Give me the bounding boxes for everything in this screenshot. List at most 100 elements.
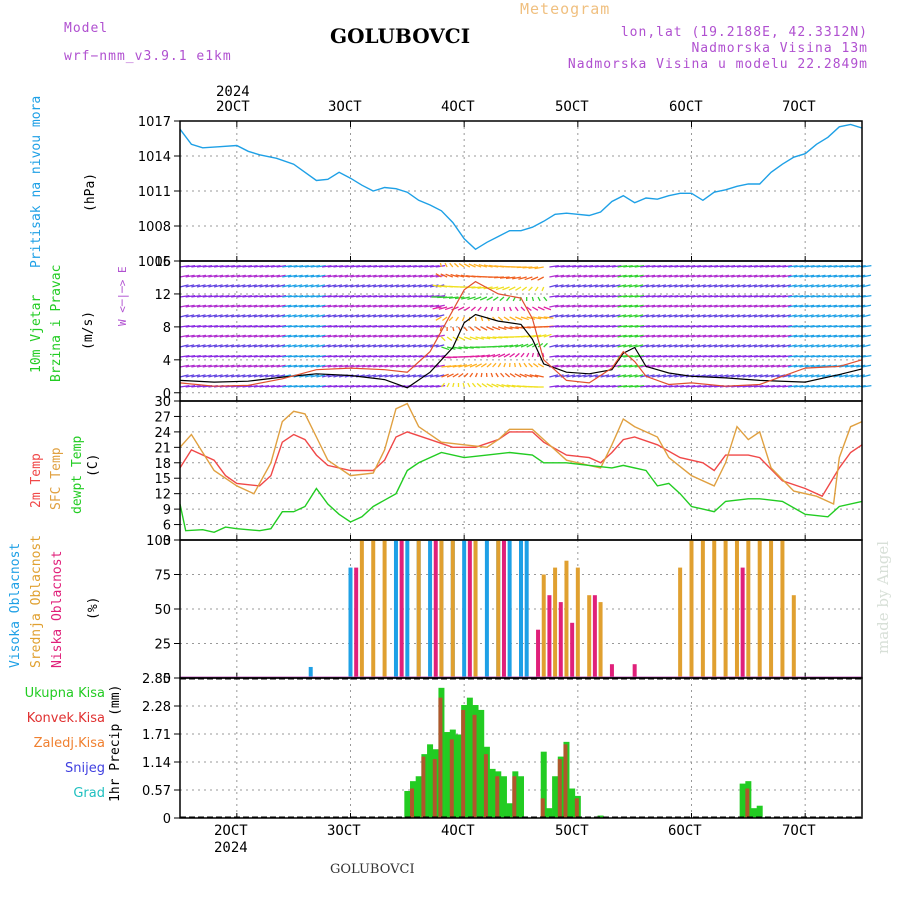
wind-barb (736, 334, 747, 338)
wind-barb (776, 284, 786, 288)
wind-barb (333, 344, 343, 348)
wind-barb (634, 284, 644, 288)
wind-barb (378, 364, 389, 368)
wind-barb (492, 336, 503, 339)
wind-barb (373, 354, 383, 358)
wind-barb (861, 274, 872, 278)
wind-barb (793, 364, 803, 368)
wind-barb (606, 274, 616, 278)
wind-barb (623, 304, 633, 308)
wind-barb (816, 354, 827, 358)
wind-barb (702, 314, 712, 318)
wind-barb (282, 334, 292, 338)
wind-barb (327, 324, 338, 328)
wind-barb (202, 374, 212, 378)
wind-barb (770, 284, 780, 288)
wind-barb (444, 306, 454, 311)
wind-barb (736, 294, 747, 298)
wind-barb (776, 364, 786, 368)
series-line-temperature-0 (179, 431, 863, 498)
wind-barb (782, 274, 792, 278)
wind-barb (213, 314, 223, 318)
wind-barb (839, 384, 849, 388)
precip-bar (495, 776, 500, 818)
wind-barb (856, 314, 865, 318)
wind-barb (827, 314, 837, 318)
cloud-bar (416, 540, 421, 678)
wind-barb (418, 294, 429, 298)
wind-barb (179, 374, 189, 378)
wind-barb (833, 314, 843, 318)
wind-barb (816, 264, 827, 268)
wind-barb (429, 344, 439, 348)
wind-barb (304, 344, 314, 348)
wind-barb (412, 384, 423, 388)
wind-barb (645, 294, 656, 298)
wind-barb (236, 334, 246, 338)
wind-barb (645, 284, 655, 288)
wind-barb (504, 372, 511, 378)
wind-barb (270, 364, 281, 368)
wind-barb (208, 284, 218, 288)
wind-barb (662, 344, 672, 348)
wind-barb (526, 334, 537, 338)
wind-barb (401, 344, 411, 348)
wind-barb (702, 354, 713, 358)
wind-barb (361, 324, 372, 328)
wind-barb (566, 324, 576, 328)
wind-barb (554, 274, 565, 278)
wind-barb (725, 364, 735, 368)
wind-barb (463, 263, 471, 268)
wind-barb (191, 264, 201, 268)
y-tick-label: 100 (146, 534, 171, 549)
wind-barb (725, 274, 735, 278)
wind-barb (850, 374, 860, 378)
wind-barb (589, 274, 599, 278)
precip-bar (518, 776, 524, 818)
wind-barb (748, 384, 758, 388)
wind-barb (473, 263, 482, 268)
wind-barb (787, 304, 798, 308)
wind-barb (606, 384, 616, 388)
wind-barb (731, 344, 740, 348)
wind-barb (225, 284, 235, 288)
wind-barb (691, 284, 701, 288)
wind-barb (231, 354, 241, 358)
y-tick-label: 1.14 (142, 756, 171, 771)
wind-barb (793, 344, 803, 348)
wind-barb (495, 372, 499, 378)
wind-barb (390, 314, 399, 318)
wind-barb (714, 374, 723, 378)
wind-barb (839, 294, 849, 298)
wind-barb (344, 344, 354, 348)
wind-barb (378, 334, 389, 338)
wind-barb (265, 314, 274, 318)
wind-barb (571, 374, 581, 378)
wind-barb (776, 334, 786, 338)
wind-barb (634, 264, 645, 268)
wind-barb (390, 294, 400, 298)
wind-barb (213, 344, 223, 348)
wind-barb (657, 344, 667, 348)
wind-barb (736, 304, 747, 308)
wind-barb (489, 286, 499, 290)
cloud-bar (450, 540, 455, 678)
wind-barb (554, 314, 564, 318)
wind-barb (448, 296, 459, 299)
wind-barb (606, 304, 616, 308)
wind-barb (861, 324, 872, 328)
wind-barb (179, 284, 189, 288)
top-tick-label: 6OCT (669, 99, 703, 115)
wind-barb (657, 384, 667, 388)
wind-barb (685, 364, 695, 368)
wind-barb (634, 274, 644, 278)
wind-barb (543, 306, 552, 311)
wind-barb (708, 294, 719, 298)
wind-barb (356, 294, 366, 298)
wind-barb (304, 374, 314, 378)
wind-barb (202, 334, 212, 338)
wind-barb (350, 354, 360, 358)
wind-barb (555, 384, 565, 388)
wind-barb (640, 364, 650, 368)
wind-barb (511, 384, 522, 388)
